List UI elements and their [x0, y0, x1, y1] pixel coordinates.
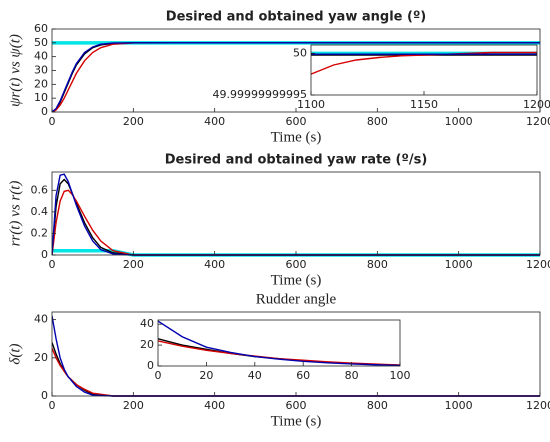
x-tick-label: 1100	[297, 98, 325, 111]
y-tick-label: 40	[140, 317, 154, 330]
x-axis-label: Time (s)	[271, 129, 322, 145]
y-axis-label: δ(t)	[7, 343, 23, 364]
x-tick-label: 40	[248, 369, 262, 382]
x-tick-label: 60	[296, 369, 310, 382]
y-tick-label: 0	[41, 389, 48, 402]
x-tick-label: 1200	[526, 115, 550, 128]
x-tick-label: 400	[204, 115, 225, 128]
y-axis-label: rr(t) vs r(t)	[7, 181, 23, 247]
y-tick-label: 30	[34, 64, 48, 77]
x-tick-label: 400	[204, 399, 225, 412]
x-tick-label: 800	[367, 115, 388, 128]
x-tick-label: 1200	[526, 399, 550, 412]
chart-title: Desired and obtained yaw rate (º/s)	[165, 153, 428, 168]
series-line	[158, 320, 400, 367]
x-tick-label: 20	[199, 369, 213, 382]
y-tick-label: 49.99999999995	[213, 88, 307, 101]
y-tick-label: 0	[41, 248, 48, 261]
y-tick-label: 40	[34, 50, 48, 63]
series-line	[311, 51, 537, 75]
y-tick-label: 0	[147, 359, 154, 372]
x-tick-label: 400	[204, 258, 225, 271]
y-tick-label: 10	[34, 91, 48, 104]
x-tick-label: 1200	[526, 258, 550, 271]
x-tick-label: 800	[367, 258, 388, 271]
y-tick-label: 20	[34, 77, 48, 90]
plot-area	[52, 172, 540, 255]
x-tick-label: 100	[390, 369, 411, 382]
x-tick-label: 200	[123, 258, 144, 271]
chart-title: Rudder angle	[256, 291, 337, 307]
y-tick-label: 60	[34, 22, 48, 35]
x-tick-label: 0	[49, 115, 56, 128]
y-tick-label: 0	[41, 105, 48, 118]
y-tick-label: 50	[293, 46, 307, 59]
x-tick-label: 600	[286, 399, 307, 412]
x-axis-label: Time (s)	[271, 272, 322, 288]
chart-title: Desired and obtained yaw angle (º)	[166, 10, 426, 25]
x-tick-label: 800	[367, 399, 388, 412]
x-tick-label: 1000	[445, 258, 473, 271]
axes-box	[157, 319, 401, 367]
x-axis-label: Time (s)	[271, 413, 322, 429]
x-tick-label: 1150	[410, 98, 438, 111]
x-tick-label: 1000	[445, 399, 473, 412]
series-line	[52, 42, 540, 113]
y-tick-label: 0.6	[31, 183, 49, 196]
y-axis-label: ψr(t) vs ψ(t)	[7, 34, 23, 107]
x-tick-label: 1000	[445, 115, 473, 128]
x-tick-label: 200	[123, 399, 144, 412]
x-tick-label: 80	[345, 369, 359, 382]
y-tick-label: 0.4	[31, 205, 49, 218]
x-tick-label: 1200	[523, 98, 550, 111]
x-tick-label: 0	[49, 399, 56, 412]
y-tick-label: 20	[140, 338, 154, 351]
y-tick-label: 0.2	[31, 226, 49, 239]
x-tick-label: 200	[123, 115, 144, 128]
x-tick-label: 600	[286, 258, 307, 271]
y-tick-label: 40	[34, 313, 48, 326]
y-tick-label: 50	[34, 36, 48, 49]
x-tick-label: 0	[49, 258, 56, 271]
y-tick-label: 20	[34, 351, 48, 364]
x-tick-label: 0	[155, 369, 162, 382]
x-tick-label: 600	[286, 115, 307, 128]
